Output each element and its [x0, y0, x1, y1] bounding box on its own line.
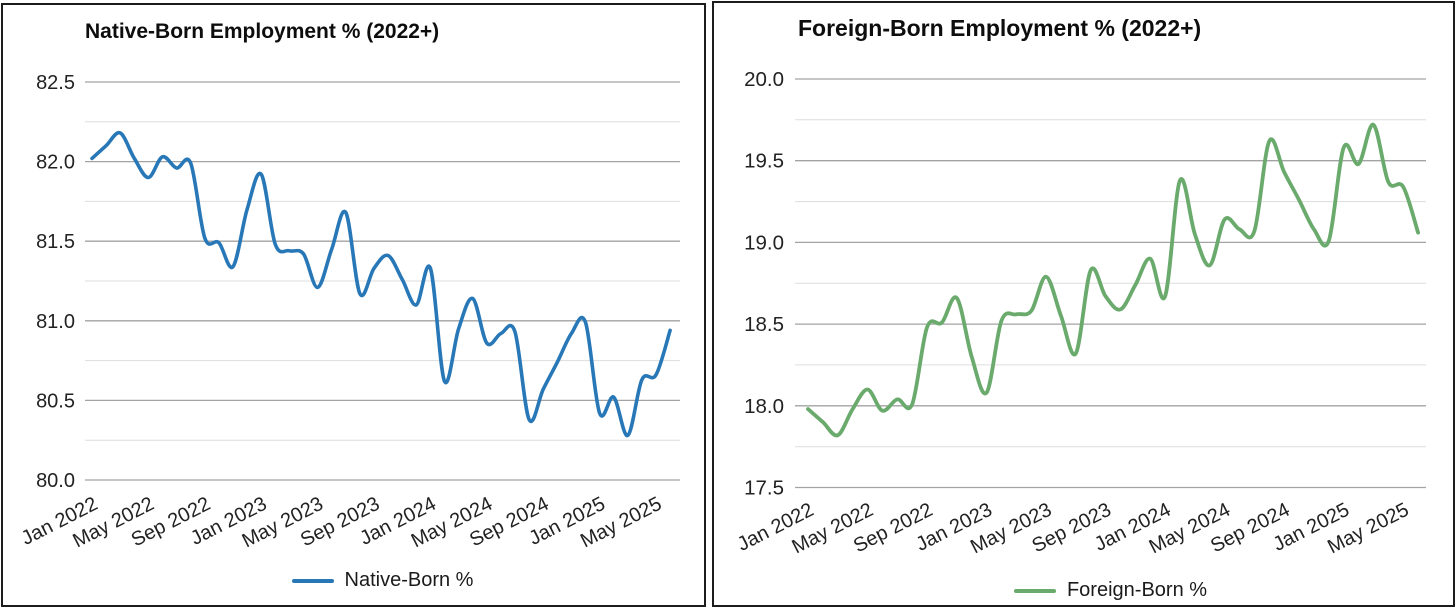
legend-line-swatch-native [291, 578, 334, 583]
y-tick-label: 18.5 [744, 313, 784, 336]
y-tick-label: 80.5 [36, 390, 75, 412]
legend-line-swatch-foreign [1013, 588, 1056, 593]
y-tick-label: 19.5 [744, 150, 784, 173]
y-tick-label: 80.0 [36, 470, 75, 492]
foreign-born-chart-panel: 20.0 19.5 19.0 18.5 18.0 17.5 Jan 2022 May 2022… [712, 1, 1455, 607]
y-tick-label: 20.0 [744, 68, 784, 91]
legend-native: Native-Born % [85, 569, 680, 592]
y-tick-label: 82.5 [36, 72, 75, 94]
legend-label-native: Native-Born % [344, 569, 474, 591]
y-tick-label: 19.0 [744, 231, 784, 254]
chart-title-foreign: Foreign-Born Employment % (2022+) [798, 15, 1202, 41]
y-tick-label: 81.5 [36, 231, 75, 253]
legend-label-foreign: Foreign-Born % [1066, 579, 1208, 601]
data-line [90, 130, 672, 438]
y-tick-label: 81.0 [36, 311, 75, 333]
native-born-chart-panel: 82.5 82.0 81.5 81.0 80.5 80.0 Jan 2022 May 2022… [1, 3, 706, 607]
data-line [806, 122, 1420, 438]
y-tick-label: 18.0 [744, 395, 784, 418]
y-tick-label: 17.5 [744, 477, 784, 500]
chart-title-native: Native-Born Employment % (2022+) [85, 20, 440, 43]
legend-foreign: Foreign-Born % [795, 579, 1426, 602]
y-tick-label: 82.0 [36, 152, 75, 174]
